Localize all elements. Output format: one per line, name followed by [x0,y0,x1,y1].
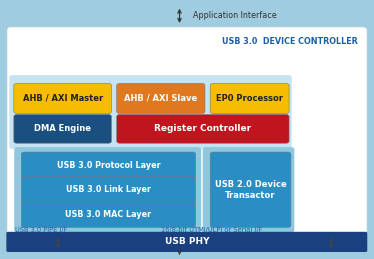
Text: AHB / AXI Slave: AHB / AXI Slave [124,94,197,103]
FancyBboxPatch shape [14,83,111,113]
Text: USB 3.0 PIPE I/F: USB 3.0 PIPE I/F [15,227,67,233]
Text: USB 3.0 MAC Layer: USB 3.0 MAC Layer [65,210,151,219]
FancyBboxPatch shape [203,147,294,233]
FancyBboxPatch shape [14,147,201,233]
Text: AHB / AXI Master: AHB / AXI Master [22,94,103,103]
FancyBboxPatch shape [210,83,289,113]
Text: DMA Engine: DMA Engine [34,124,91,133]
Text: USB 2.0 Device
Transactor: USB 2.0 Device Transactor [215,180,286,200]
Text: EP0 Processor: EP0 Processor [216,94,283,103]
Text: USB PHY: USB PHY [165,238,209,246]
Text: Application Interface: Application Interface [193,11,276,20]
FancyBboxPatch shape [9,75,292,149]
FancyBboxPatch shape [21,152,196,178]
FancyBboxPatch shape [14,114,111,143]
FancyBboxPatch shape [21,177,196,203]
Text: 16/8-bit UTMI/ULPI or Serial I/F: 16/8-bit UTMI/ULPI or Serial I/F [161,227,262,233]
Text: USB 3.0  DEVICE CONTROLLER: USB 3.0 DEVICE CONTROLLER [222,37,358,46]
FancyBboxPatch shape [117,83,205,113]
Text: Register Controller: Register Controller [154,124,251,133]
FancyBboxPatch shape [21,201,196,227]
FancyBboxPatch shape [6,232,367,252]
FancyBboxPatch shape [117,114,289,143]
FancyBboxPatch shape [210,152,291,227]
Text: USB 3.0 Protocol Layer: USB 3.0 Protocol Layer [56,161,160,170]
Text: USB 3.0 Link Layer: USB 3.0 Link Layer [66,185,151,194]
FancyBboxPatch shape [7,27,367,238]
